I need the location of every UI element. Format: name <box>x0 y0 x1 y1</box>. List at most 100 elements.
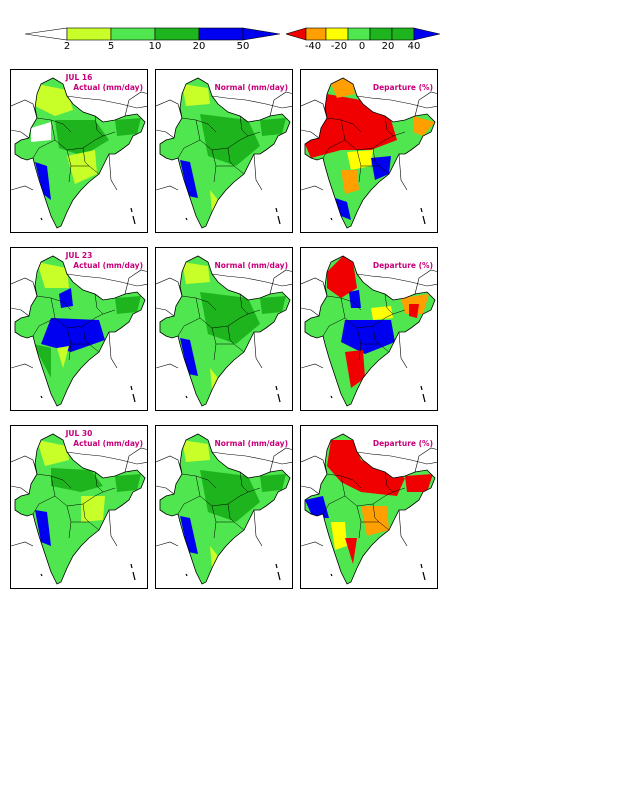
country-border <box>301 129 320 139</box>
departure-tick: 40 <box>407 41 421 52</box>
rainfall-patch <box>59 288 73 308</box>
state-border <box>82 503 90 523</box>
island <box>185 573 188 577</box>
state-border <box>227 491 249 505</box>
state-border <box>384 293 406 315</box>
actual-map <box>11 77 147 229</box>
country-border <box>301 277 328 297</box>
state-border <box>322 495 346 515</box>
country-border <box>211 451 292 465</box>
panel-title: Departure (%) <box>372 439 433 448</box>
rainfall-patch <box>210 546 218 568</box>
rainfall-patch <box>371 306 393 320</box>
coastline <box>301 363 324 369</box>
island <box>277 571 281 581</box>
rainfall-patch <box>51 468 103 492</box>
coastline <box>301 541 324 547</box>
country-border <box>11 277 38 297</box>
india-outline <box>304 255 436 407</box>
coastline <box>11 185 34 191</box>
coastline <box>11 363 34 369</box>
rainfall-patch <box>349 290 361 308</box>
state-border <box>82 325 90 345</box>
rainfall-patch <box>35 510 51 546</box>
state-border <box>36 117 72 133</box>
rainfall-patch <box>200 470 260 522</box>
rainfall-patch <box>37 262 69 288</box>
rainfall-patch <box>347 150 373 170</box>
panel-title: Normal (mm/day) <box>214 261 289 270</box>
rainfall-patch <box>371 156 391 180</box>
state-border <box>227 135 249 149</box>
country-border <box>301 99 328 119</box>
country-border <box>11 485 30 495</box>
country-border <box>156 99 183 119</box>
island <box>130 385 133 391</box>
rainfall-patch <box>409 304 419 318</box>
state-border <box>322 317 346 337</box>
india-outline <box>304 433 436 585</box>
island <box>330 395 333 399</box>
normal-map <box>156 77 292 229</box>
coastline <box>156 541 179 547</box>
state-border <box>340 475 374 507</box>
rainfall-patch <box>37 440 69 466</box>
country-border <box>11 99 38 119</box>
country-border <box>124 269 147 295</box>
island <box>275 563 278 569</box>
panel-date: JUL 30 <box>65 429 93 438</box>
rainfall-patch <box>327 440 405 496</box>
rainfall-patch <box>200 114 260 166</box>
state-border <box>195 475 229 507</box>
rainfall-patch <box>210 368 218 390</box>
rainfall-patch <box>115 296 141 314</box>
country-border <box>356 273 437 287</box>
state-border <box>181 473 217 489</box>
state-border <box>227 503 235 523</box>
island <box>422 215 426 225</box>
country-border <box>211 95 292 109</box>
rainfall-patch <box>180 160 198 198</box>
normal-map-panel: Normal (mm/day) <box>155 425 293 589</box>
panel-date: JUL 16 <box>65 73 93 82</box>
actual-map <box>11 433 147 585</box>
island <box>277 393 281 403</box>
rainfall-patch <box>182 262 210 284</box>
state-border <box>36 473 72 489</box>
rainfall-patch <box>33 344 51 378</box>
island <box>330 217 333 221</box>
state-border <box>195 297 229 329</box>
rainfall-tick: 2 <box>63 41 71 52</box>
country-border <box>108 331 118 369</box>
state-border <box>227 313 249 327</box>
panel-title: Normal (mm/day) <box>214 83 289 92</box>
departure-tick: 0 <box>358 41 366 52</box>
panel-title: Departure (%) <box>372 261 433 270</box>
state-border <box>326 117 362 133</box>
island <box>40 395 43 399</box>
actual-map <box>11 255 147 407</box>
departure-tick: -20 <box>330 41 348 52</box>
state-border <box>239 471 261 493</box>
rainfall-patch <box>331 522 347 550</box>
island <box>130 207 133 213</box>
country-border <box>124 91 147 117</box>
island <box>130 563 133 569</box>
state-border <box>94 115 116 137</box>
normal-map-panel: Normal (mm/day) <box>155 247 293 411</box>
island <box>185 395 188 399</box>
panel-title: Actual (mm/day) <box>73 439 143 448</box>
island <box>40 217 43 221</box>
departure-tick: 20 <box>381 41 395 52</box>
state-border <box>372 135 394 149</box>
state-border <box>50 119 84 151</box>
normal-map-panel: Normal (mm/day) <box>155 69 293 233</box>
country-border <box>124 447 147 473</box>
rainfall-patch <box>335 198 351 220</box>
coastline <box>156 185 179 191</box>
rainfall-patch <box>210 190 218 212</box>
departure-map <box>301 77 437 229</box>
country-border <box>11 129 30 139</box>
rainfall-patch <box>341 170 359 194</box>
country-border <box>414 447 437 473</box>
